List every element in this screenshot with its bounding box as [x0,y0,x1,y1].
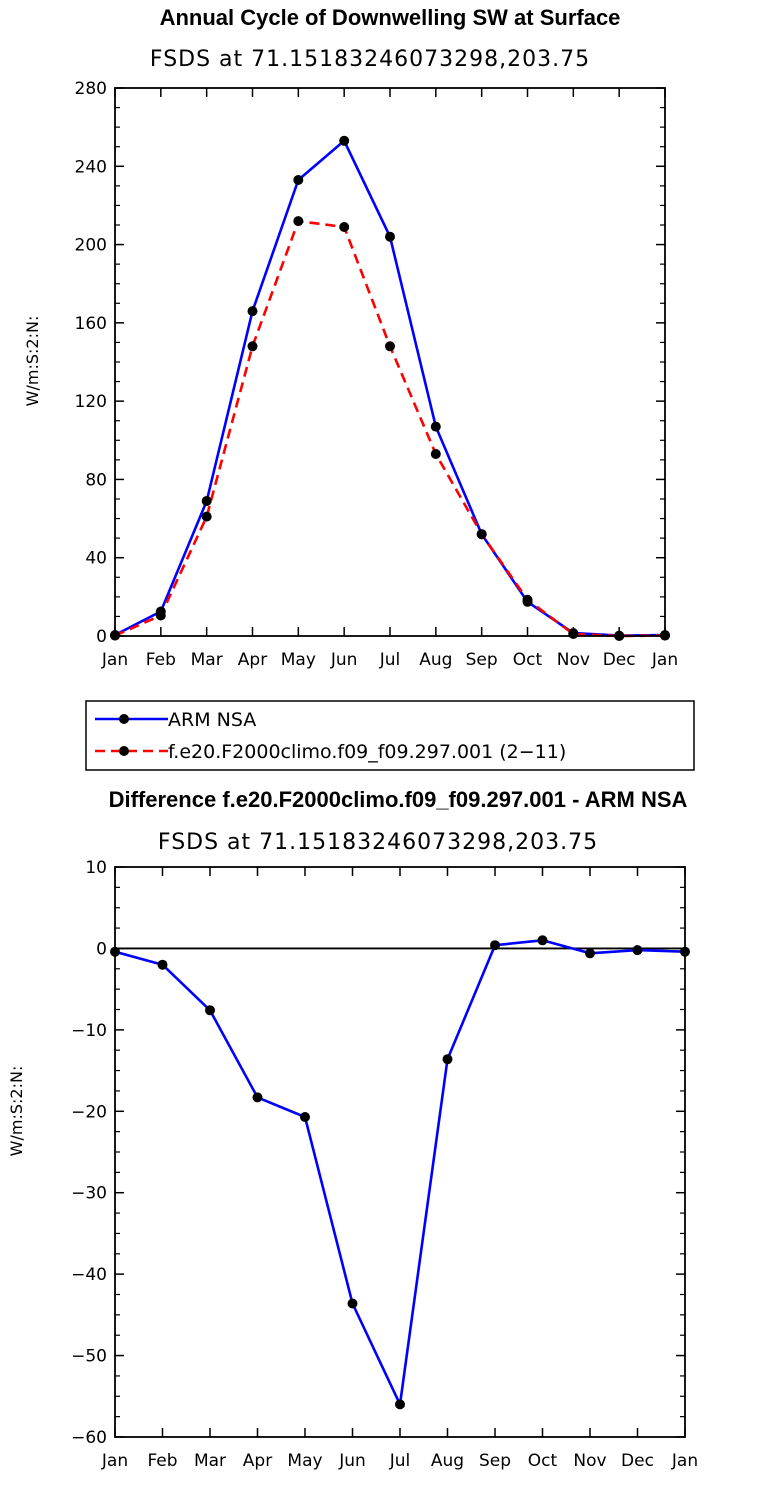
y-tick-label: −40 [71,1265,107,1285]
series-line-0 [114,139,666,637]
data-point-0-apr-3 [247,306,258,317]
y-tick-label: 280 [75,79,107,99]
y-axis-label: W/m:S:2:N: [23,316,42,407]
data-point-1-mar-2 [201,511,212,522]
x-tick-label-jul: Jul [379,650,401,670]
data-point-0-nov-10 [585,948,595,959]
x-tick-label-apr: Apr [238,650,267,670]
legend: ARM NSA f.e20.F2000climo.f09_f09.297.001… [85,700,695,771]
data-point-0-may-4 [293,175,304,185]
x-tick-label-nov: Nov [557,650,590,670]
plot-frame [114,87,666,637]
x-tick-label-mar: Mar [191,650,223,670]
data-point-0-jul-6 [395,1399,405,1410]
x-tick-label-jun: Jun [330,650,358,670]
plot-area: 0 40 80 120 160 200 240 280 Jan Feb Mar Apr May Jun Ju… [75,79,679,670]
data-point-1-jul-6 [385,341,395,352]
chart-subtitle: FSDS at 71.15183246073298,203.75 [158,830,598,855]
data-point-0-aug-7 [442,1054,453,1065]
data-point-1-feb-1 [155,610,166,621]
x-tick-label-dec: Dec [603,650,636,670]
legend-label-model: f.e20.F2000climo.f09_f09.297.001 (2−11) [168,741,566,763]
difference-panel: Difference f.e20.F2000climo.f09_f09.297.… [7,787,698,1471]
y-tick-label: 40 [85,549,107,569]
data-point-1-oct-9 [522,594,533,605]
x-tick-label-sep: Sep [466,650,498,670]
x-tick-label-sep: Sep [479,1451,511,1471]
x-tick-label-jun: Jun [338,1451,366,1471]
data-point-0-dec-11 [632,945,643,956]
chart-title: Annual Cycle of Downwelling SW at Surfac… [160,5,621,30]
y-tick-label: 160 [75,314,107,334]
y-tick-label: 0 [96,627,107,647]
chart-title: Difference f.e20.F2000climo.f09_f09.297.… [109,787,688,812]
data-point-1-aug-7 [430,449,441,459]
chart-subtitle: FSDS at 71.15183246073298,203.75 [150,47,590,72]
data-point-1-apr-3 [247,341,258,352]
y-tick-label: −60 [71,1428,107,1448]
data-point-0-jun-5 [347,1298,358,1309]
data-point-1-jun-5 [339,222,350,232]
x-tick-label-jan: Jan [651,650,678,670]
x-tick-label-jan: Jan [101,650,128,670]
y-tick-label: −20 [71,1102,107,1122]
data-point-0-apr-3 [252,1092,263,1103]
y-tick-label: −30 [71,1184,107,1204]
plot-area: −60 −50 −40 −30 −20 −10 0 10 Jan Feb Mar Apr May Jun J… [71,858,698,1471]
x-tick-label-nov: Nov [573,1451,606,1471]
series-line-1 [114,219,666,638]
data-point-0-may-4 [300,1112,310,1122]
data-point-0-mar-2 [201,496,212,506]
data-point-1-sep-8 [476,529,487,540]
x-tick-label-oct: Oct [513,650,543,670]
legend-label-arm-nsa: ARM NSA [168,709,256,731]
data-point-0-jun-5 [339,135,350,146]
x-tick-label-may: May [281,650,316,670]
x-tick-label-aug: Aug [419,650,452,670]
x-tick-label-may: May [287,1451,322,1471]
y-tick-label: −10 [71,1021,107,1041]
y-tick-label: 10 [85,858,107,878]
data-point-0-aug-7 [430,421,441,432]
series-line-0 [114,938,686,1406]
data-point-0-feb-1 [157,959,168,970]
y-tick-label: −50 [71,1347,107,1367]
x-tick-label-apr: Apr [243,1451,272,1471]
x-tick-label-feb: Feb [146,650,176,670]
legend-marker-model [119,746,129,756]
data-point-1-may-4 [293,216,304,227]
x-tick-label-dec: Dec [621,1451,654,1471]
data-point-0-oct-9 [537,935,548,946]
y-tick-label: 200 [75,236,107,256]
y-tick-label: 80 [85,470,107,490]
x-tick-label-aug: Aug [431,1451,464,1471]
x-tick-label-jan: Jan [101,1451,128,1471]
x-tick-label-jul: Jul [389,1451,411,1471]
x-tick-label-jan: Jan [671,1451,698,1471]
data-point-0-sep-8 [490,940,500,951]
x-tick-label-mar: Mar [194,1451,226,1471]
legend-box [85,700,695,771]
data-point-0-mar-2 [205,1005,215,1016]
y-axis-label: W/m:S:2:N: [7,1066,26,1157]
legend-marker-arm-nsa [119,714,129,724]
y-tick-label: 0 [96,939,107,959]
x-tick-label-oct: Oct [528,1451,558,1471]
x-tick-label-feb: Feb [147,1451,177,1471]
data-point-0-jul-6 [385,231,395,242]
y-tick-label: 240 [75,157,107,177]
annual-cycle-panel: Annual Cycle of Downwelling SW at Surfac… [23,5,695,771]
y-tick-label: 120 [75,392,107,412]
